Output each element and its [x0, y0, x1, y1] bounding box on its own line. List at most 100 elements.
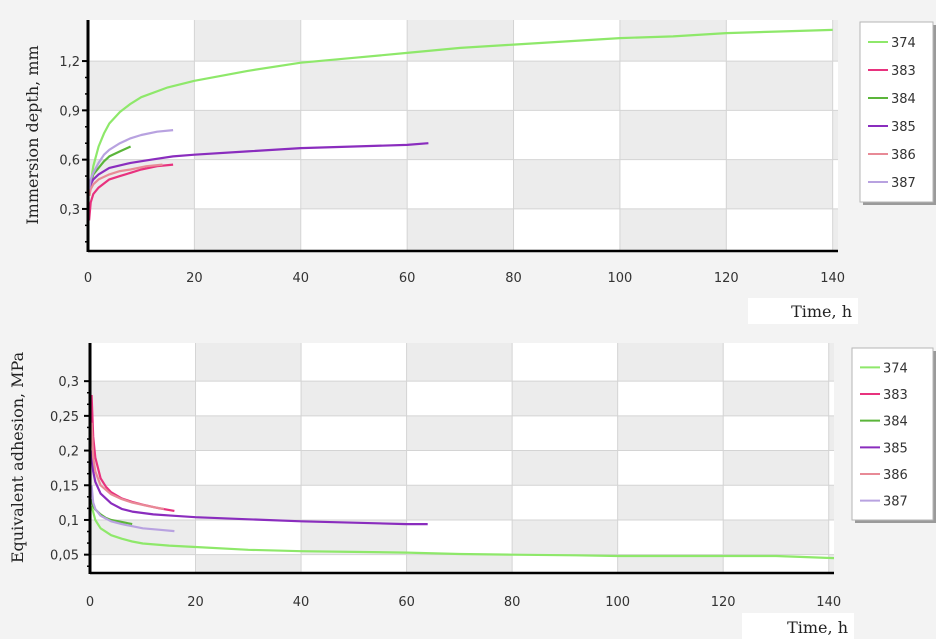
x-tick-label: 120 — [714, 271, 739, 286]
grid-band — [195, 343, 302, 382]
grid-band — [619, 208, 727, 250]
grid-band — [406, 415, 513, 451]
y-tick-label: 0,25 — [50, 410, 79, 425]
legend-label-385: 385 — [883, 441, 908, 456]
legend-box — [851, 347, 934, 521]
grid-band — [195, 485, 302, 520]
y-tick-label: 0,2 — [58, 445, 79, 460]
grid-band — [513, 159, 620, 209]
grid-band — [619, 110, 727, 160]
series-line-387 — [90, 485, 175, 533]
grid-band — [723, 381, 829, 416]
series-line-374 — [88, 28, 833, 196]
grid-band — [406, 485, 513, 520]
x-tick-label: 140 — [820, 271, 845, 286]
grid-band — [617, 485, 724, 520]
x-axis-title-box — [742, 613, 854, 639]
grid-band — [512, 519, 618, 555]
grid-band — [406, 343, 513, 382]
y-tick-label: 0,3 — [59, 203, 80, 218]
grid-band — [195, 554, 302, 572]
legend: 374 383 384 385 386 387 — [859, 21, 936, 205]
grid-band — [828, 415, 834, 451]
grid-band — [828, 554, 834, 572]
y-tick-label: 0,3 — [58, 375, 79, 390]
x-tick-label: 60 — [399, 271, 416, 286]
grid-band — [723, 519, 829, 555]
grid-band — [828, 343, 834, 382]
grid-band — [726, 159, 833, 209]
grid-band — [723, 450, 829, 486]
series-line-387 — [88, 129, 174, 190]
grid-band — [300, 159, 408, 209]
y-tick-label: 0,1 — [58, 514, 79, 529]
grid-band — [90, 381, 196, 416]
grid-band — [301, 381, 407, 416]
grid-band — [407, 110, 514, 160]
x-tick-label: 40 — [292, 271, 309, 286]
x-tick-label: 20 — [187, 595, 204, 610]
chart-2: 0,05 0,1 0,15 0,2 0,25 0,3 0 20 40 60 80 100 120 140 T… — [8, 343, 936, 639]
y-tick-label: 0,15 — [50, 479, 79, 494]
y-tick-label: 0,6 — [59, 154, 80, 169]
grid-band — [90, 519, 196, 555]
grid-band — [832, 110, 838, 160]
x-tick-label: 20 — [186, 271, 203, 286]
x-axis-title: Time, h — [791, 302, 852, 321]
legend-label-387: 387 — [891, 176, 916, 191]
legend-label-386: 386 — [883, 468, 908, 483]
grid-band — [512, 450, 618, 486]
x-tick-label: 120 — [711, 595, 736, 610]
grid-band — [300, 61, 408, 111]
grid-band — [407, 208, 514, 250]
x-tick-label: 0 — [86, 595, 94, 610]
grid-band — [513, 61, 620, 111]
x-tick-label: 80 — [505, 271, 522, 286]
y-axis-title: Immersion depth, mm — [23, 45, 42, 224]
x-tick-label: 100 — [605, 595, 630, 610]
legend: 374 383 384 385 386 387 — [851, 347, 936, 523]
series-line-385 — [90, 450, 428, 526]
grid-band — [617, 554, 724, 572]
legend-label-374: 374 — [883, 361, 908, 376]
series-line-386 — [90, 422, 165, 510]
legend-label-383: 383 — [891, 64, 916, 79]
grid-band — [619, 20, 727, 62]
series-line-383 — [88, 163, 174, 221]
grid-band — [726, 61, 833, 111]
grid-band — [617, 415, 724, 451]
legend-label-384: 384 — [891, 92, 916, 107]
legend-label-385: 385 — [891, 120, 916, 135]
x-tick-label: 60 — [398, 595, 415, 610]
grid-band — [828, 485, 834, 520]
grid-band — [301, 450, 407, 486]
series-line-385 — [88, 142, 429, 193]
series-line-374 — [90, 505, 835, 560]
grid-band — [301, 519, 407, 555]
y-tick-label: 1,2 — [59, 55, 80, 70]
legend-label-383: 383 — [883, 388, 908, 403]
grid-band — [832, 20, 838, 62]
y-axis-title: Equivalent adhesion, MPa — [8, 351, 27, 563]
y-tick-label: 0,9 — [59, 104, 80, 119]
grid-band — [90, 450, 196, 486]
chart-1: 0,3 0,6 0,9 1,2 0 20 40 60 80 100 120 140 Time, h Imm… — [23, 20, 936, 324]
grid-band — [195, 415, 302, 451]
y-tick-label: 0,05 — [50, 549, 79, 564]
legend-label-386: 386 — [891, 148, 916, 163]
grid-band — [832, 208, 838, 250]
x-tick-label: 40 — [293, 595, 310, 610]
legend-label-374: 374 — [891, 36, 916, 51]
grid-band — [406, 554, 513, 572]
legend-label-387: 387 — [883, 495, 908, 510]
x-tick-label: 80 — [504, 595, 521, 610]
grid-band — [194, 208, 301, 250]
x-axis-title: Time, h — [787, 618, 848, 637]
grid-band — [617, 343, 724, 382]
grid-band — [194, 20, 301, 62]
x-tick-label: 140 — [816, 595, 841, 610]
x-tick-label: 0 — [84, 271, 92, 286]
x-axis-title-box — [748, 298, 858, 324]
series-line-386 — [88, 163, 163, 197]
